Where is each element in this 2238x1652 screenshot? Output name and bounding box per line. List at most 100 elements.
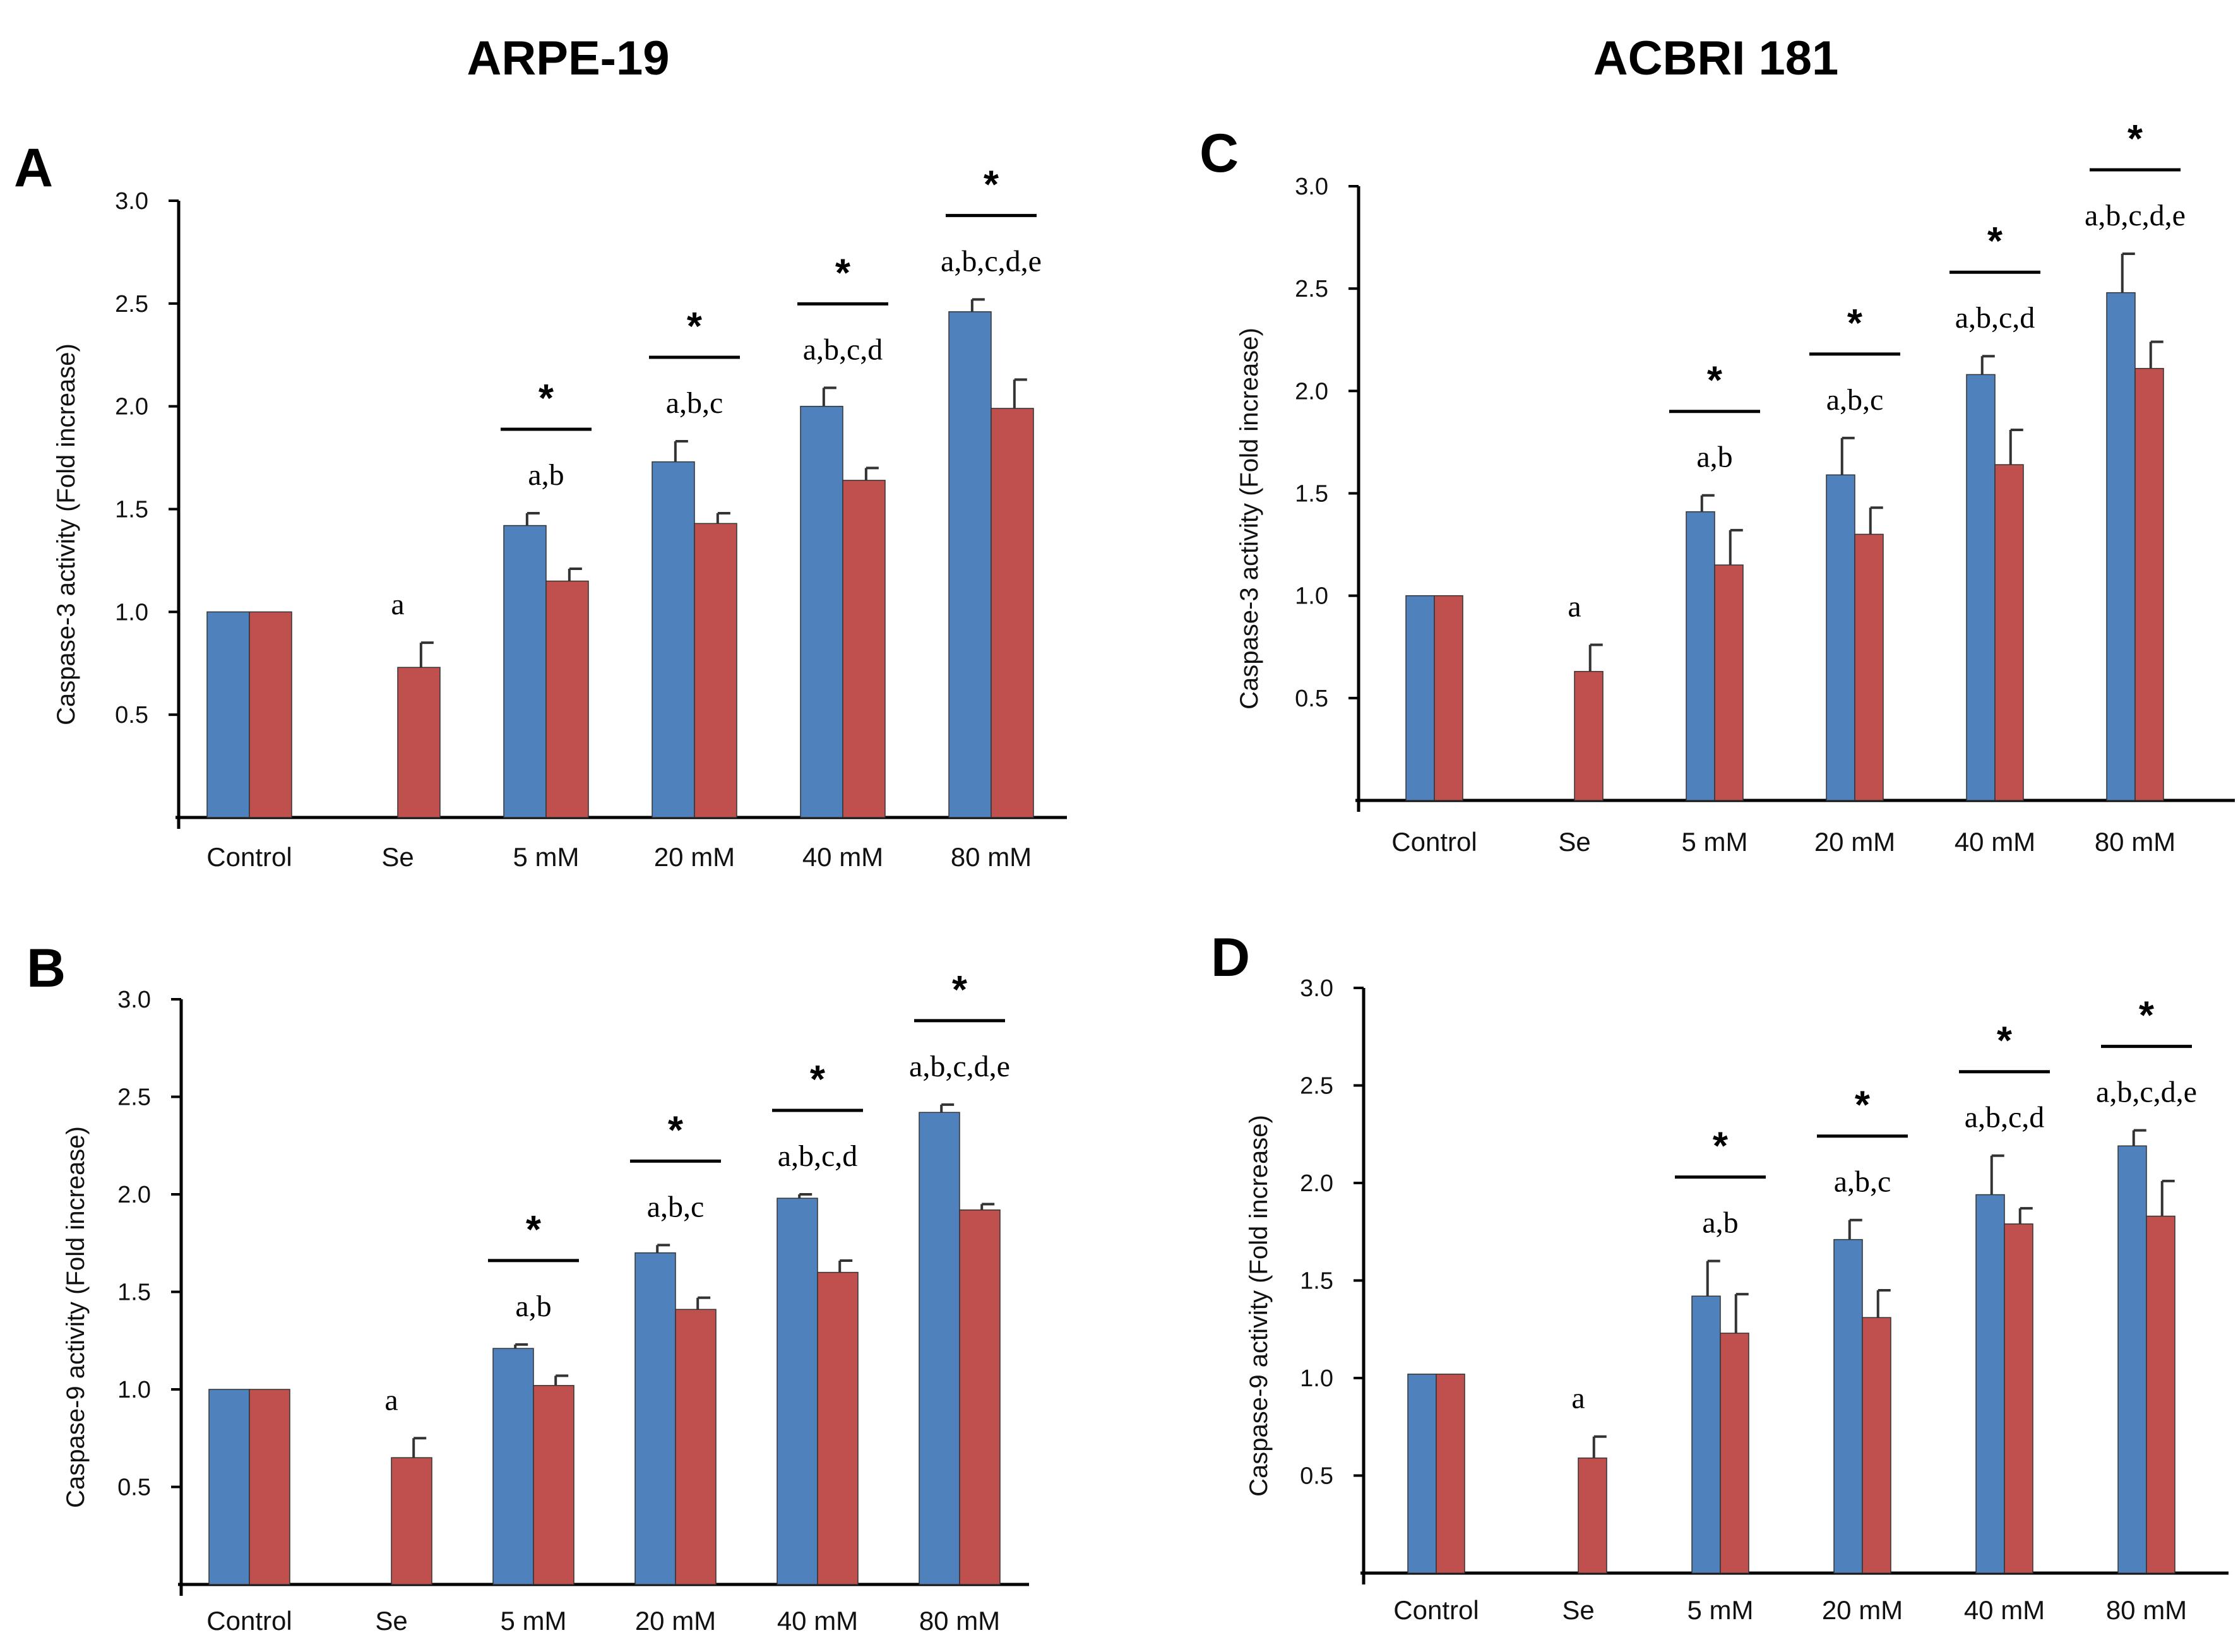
bar-red [675, 1309, 717, 1585]
category-label: 5 mM [1682, 827, 1748, 857]
bar-blue [503, 525, 547, 818]
significance-letters: a,b,c,d [803, 333, 883, 366]
category-label: 20 mM [1814, 827, 1895, 857]
bar-red [391, 1457, 432, 1585]
category-label: Se [1558, 827, 1590, 857]
panel-letter: D [1211, 927, 1250, 988]
bar-red [249, 611, 292, 818]
significance-star: * [1997, 1019, 2013, 1063]
bar-blue [1405, 595, 1435, 801]
y-tick-label: 1.5 [117, 1280, 151, 1306]
y-tick-label: 2.5 [1300, 1073, 1333, 1100]
significance-letters: a,b,c,d [1965, 1101, 2045, 1134]
y-tick-label: 2.5 [117, 1084, 151, 1111]
y-tick-label: 0.5 [115, 702, 148, 728]
significance-letters: a,b,c [666, 386, 723, 420]
bar-red [1434, 595, 1463, 801]
category-label: 40 mM [1955, 827, 2035, 857]
significance-star: * [2128, 117, 2143, 161]
bar-blue [800, 405, 843, 818]
significance-letters: a,b,c,d,e [2085, 199, 2186, 232]
significance-letters: a,b,c,d [1955, 301, 2035, 335]
significance-star: * [687, 305, 703, 348]
y-tick-label: 1.0 [1295, 583, 1328, 610]
column-title-acbri181: ACBRI 181 [1593, 32, 1839, 85]
significance-star: * [539, 377, 554, 420]
significance-letters: a,b [1702, 1206, 1738, 1240]
bar-blue [634, 1252, 676, 1585]
category-label: 40 mM [777, 1606, 858, 1636]
category-label: 80 mM [951, 842, 1032, 872]
significance-star: * [2139, 994, 2155, 1038]
category-label: 5 mM [1687, 1595, 1754, 1625]
bar-red [2004, 1223, 2033, 1574]
bar-blue [1833, 1239, 1863, 1574]
significance-letters: a [391, 588, 404, 621]
bar-red [694, 523, 737, 818]
y-tick-label: 0.5 [1300, 1463, 1333, 1490]
bar-red [1994, 464, 2024, 801]
y-tick-label: 3.0 [1295, 174, 1328, 200]
category-label: Control [1391, 827, 1477, 857]
bar-red [1436, 1374, 1465, 1574]
bar-red [397, 667, 441, 818]
bar-blue [1407, 1374, 1437, 1574]
significance-letters: a [1571, 1382, 1585, 1415]
panel-d: D 0.5 1.0 1.5 2.0 2.5 3.0 Caspase-9 activity (F… [1211, 927, 2229, 1625]
category-label: 40 mM [1964, 1595, 2045, 1625]
bar-red [1862, 1317, 1891, 1574]
bar-blue [492, 1348, 534, 1585]
significance-letters: a,b,c [1826, 383, 1884, 417]
y-tick-label: 1.5 [1300, 1268, 1333, 1295]
category-label: Se [381, 842, 414, 872]
panel-letter: C [1199, 123, 1239, 184]
bar-red [1714, 564, 1744, 801]
bar-red [817, 1271, 859, 1585]
significance-star: * [1707, 359, 1723, 403]
panel-c: C 0.5 1.0 1.5 2.0 2.5 3.0 Caspase-3 activity (F… [1199, 117, 2235, 857]
bar-blue [948, 311, 992, 818]
significance-letters: a [1568, 590, 1581, 624]
y-axis-label: Caspase-9 activity (Fold increase) [1245, 1115, 1273, 1497]
significance-letters: a,b,c,d [778, 1139, 858, 1173]
category-label: Control [206, 842, 292, 872]
bar-blue [2106, 292, 2136, 801]
category-label: 5 mM [513, 842, 580, 872]
y-tick-label: 2.5 [1295, 276, 1328, 302]
y-axis-label: Caspase-3 activity (Fold increase) [52, 343, 80, 725]
bar-red [1854, 533, 1884, 801]
y-tick-label: 1.5 [1295, 481, 1328, 508]
bar-red [1578, 1457, 1607, 1574]
significance-star: * [984, 163, 999, 206]
significance-star: * [668, 1108, 684, 1152]
bar-red [2134, 367, 2164, 801]
bar-blue [1691, 1295, 1721, 1574]
bar-blue [1975, 1194, 2005, 1574]
y-tick-label: 1.5 [115, 497, 148, 523]
bar-red [533, 1385, 574, 1585]
significance-letters: a,b,c,d,e [2096, 1076, 2197, 1109]
significance-letters: a,b,c [647, 1190, 705, 1223]
panels-group: A 0.5 1.0 1.5 2.0 2.5 3.0 Caspase-3 activity (F… [14, 117, 2235, 1636]
category-label: Control [1393, 1595, 1479, 1625]
category-label: 20 mM [635, 1606, 716, 1636]
category-label: Control [206, 1606, 292, 1636]
y-tick-label: 1.0 [115, 599, 148, 626]
significance-letters: a,b [528, 458, 564, 492]
y-tick-label: 1.0 [117, 1377, 151, 1403]
bar-blue [652, 461, 695, 818]
significance-star: * [810, 1058, 826, 1102]
bar-blue [208, 1389, 250, 1585]
category-label: 20 mM [654, 842, 735, 872]
bar-blue [2117, 1145, 2147, 1574]
significance-star: * [1847, 302, 1863, 345]
y-axis-label: Caspase-3 activity (Fold increase) [1235, 328, 1263, 710]
bar-blue [777, 1197, 818, 1585]
bar-blue [206, 611, 250, 818]
bar-red [2146, 1215, 2176, 1574]
significance-letters: a [384, 1383, 398, 1417]
significance-letters: a,b [1696, 441, 1732, 474]
y-tick-label: 0.5 [117, 1475, 151, 1501]
y-tick-label: 3.0 [117, 987, 151, 1013]
